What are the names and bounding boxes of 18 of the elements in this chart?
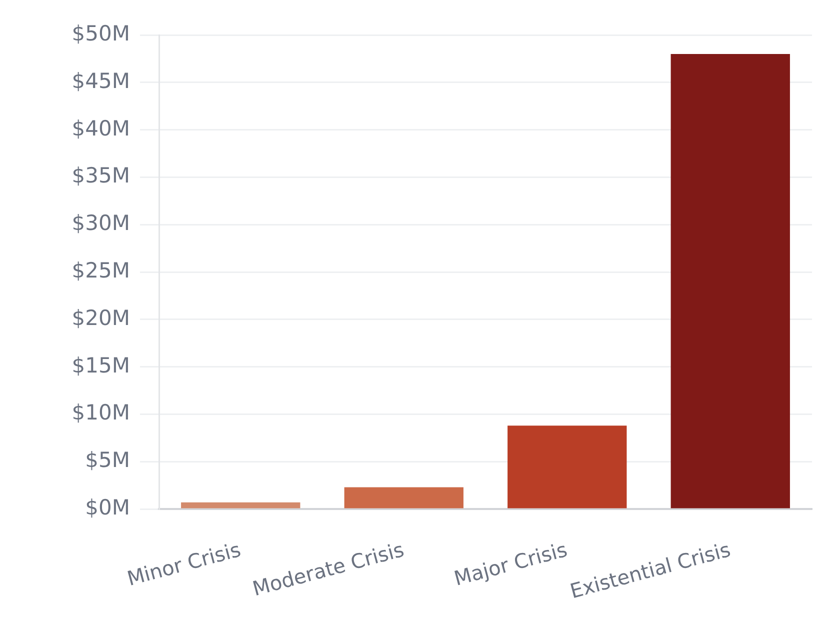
y-tick-label: $20M [72,306,130,330]
y-tick-label: $50M [72,21,130,46]
y-tick-label: $45M [72,68,130,93]
y-tick-label: $10M [72,400,130,425]
bar [508,426,627,508]
x-tick-label: Moderate Crisis [250,537,407,601]
bar [181,502,300,508]
x-tick-label: Minor Crisis [124,537,244,591]
y-tick-label: $30M [72,211,130,236]
y-tick-label: $25M [72,258,130,282]
x-tick-label: Major Crisis [451,537,570,590]
y-tick-label: $0M [85,495,130,520]
bar [344,487,464,508]
y-tick-label: $40M [72,116,130,140]
y-tick-label: $15M [72,353,130,378]
y-tick-label: $5M [85,448,130,472]
y-tick-label: $35M [72,164,130,188]
bar [670,54,790,508]
